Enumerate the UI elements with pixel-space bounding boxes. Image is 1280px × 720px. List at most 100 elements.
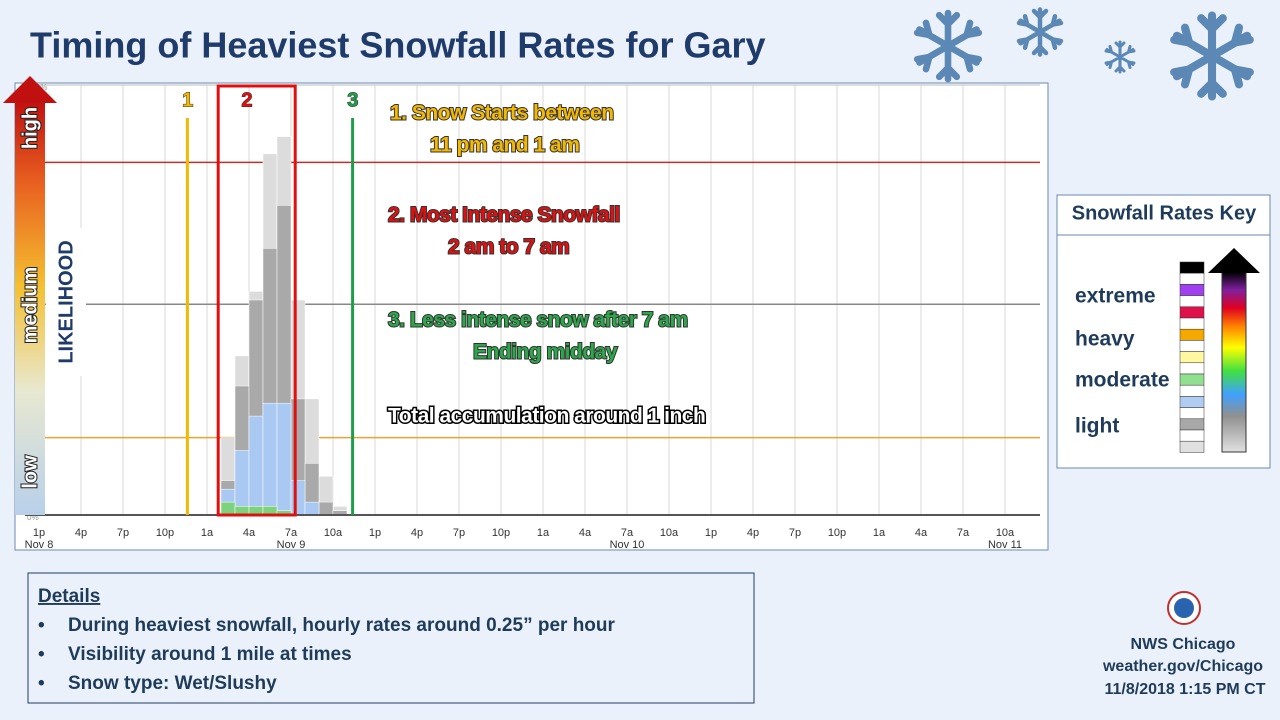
key-swatch bbox=[1179, 340, 1205, 352]
bullet: • bbox=[38, 644, 45, 665]
x-tick-label: 1a bbox=[201, 527, 214, 539]
x-tick-label: 4p bbox=[75, 527, 87, 539]
key-title: Snowfall Rates Key bbox=[1072, 202, 1257, 224]
x-tick-label: 10p bbox=[492, 527, 510, 539]
x-date-label: Nov 8 bbox=[25, 539, 54, 551]
details-item: During heaviest snowfall, hourly rates a… bbox=[68, 615, 616, 636]
x-tick-label: 4p bbox=[411, 527, 423, 539]
bullet: • bbox=[38, 673, 45, 694]
key-swatch bbox=[1179, 396, 1205, 408]
bar bbox=[220, 501, 236, 516]
annotation: Ending midday bbox=[473, 341, 618, 364]
x-tick-label: 10a bbox=[660, 527, 679, 539]
bar bbox=[262, 402, 278, 516]
likelihood-low: low bbox=[19, 455, 41, 489]
key-label: heavy bbox=[1075, 328, 1135, 351]
bar bbox=[276, 402, 292, 516]
bullet: • bbox=[38, 615, 45, 636]
x-date-label: Nov 11 bbox=[988, 539, 1022, 551]
annotation: 3. Less intense snow after 7 am bbox=[388, 309, 688, 332]
key-swatch bbox=[1179, 373, 1205, 386]
box-label: 2 bbox=[241, 89, 252, 111]
marker-label: 1 bbox=[182, 89, 193, 111]
key-swatch bbox=[1179, 418, 1205, 431]
annotation: 1. Snow Starts between bbox=[390, 102, 614, 125]
bar bbox=[248, 415, 264, 516]
footer: weather.gov/Chicago bbox=[1102, 658, 1263, 675]
y-tick-label: 0% bbox=[27, 513, 39, 522]
key-swatch bbox=[1179, 284, 1205, 296]
key-arrow bbox=[1208, 248, 1260, 273]
key-swatch bbox=[1179, 362, 1205, 375]
x-date-label: Nov 9 bbox=[277, 539, 306, 551]
snowflake bbox=[1019, 10, 1061, 55]
x-tick-label: 4p bbox=[747, 527, 759, 539]
annotations: 1. Snow Starts between 11 pm and 1 am 2.… bbox=[387, 101, 708, 430]
x-tick-label: 1p bbox=[369, 527, 381, 539]
key-gradient bbox=[1221, 271, 1247, 453]
annotation: 2. Most Intense Snowfall bbox=[388, 204, 620, 227]
key-label: moderate bbox=[1075, 369, 1170, 392]
x-tick-label: 4a bbox=[915, 527, 928, 539]
marker-label: 3 bbox=[347, 89, 358, 111]
plot: 1p 4p 7p 10p 1a 4a 7a 10a 1p 4p 7p 10p 1a 4a 7a 10a 1p 4p… bbox=[25, 83, 1040, 551]
key-swatch bbox=[1179, 272, 1205, 285]
details-box bbox=[27, 572, 755, 704]
x-tick-label: 1p bbox=[33, 527, 45, 539]
bar bbox=[304, 501, 320, 516]
annotation: 2 am to 7 am bbox=[448, 236, 569, 259]
footer: 11/8/2018 1:15 PM CT bbox=[1105, 681, 1266, 698]
x-tick-label: 7a bbox=[621, 527, 634, 539]
x-tick-label: 10a bbox=[996, 527, 1015, 539]
highlight-box bbox=[216, 84, 297, 517]
x-date-label: Nov 10 bbox=[610, 539, 645, 551]
likelihood-arrow bbox=[3, 76, 57, 103]
likelihood-high: high bbox=[19, 107, 41, 149]
bar bbox=[318, 501, 334, 516]
x-tick-label: 10p bbox=[156, 527, 174, 539]
x-tick-label: 10p bbox=[828, 527, 846, 539]
key-swatches bbox=[1179, 261, 1205, 453]
key-swatch bbox=[1179, 384, 1205, 397]
key-label: extreme bbox=[1075, 285, 1156, 308]
key-swatch bbox=[1179, 261, 1205, 274]
details-item: Visibility around 1 mile at times bbox=[68, 644, 352, 665]
key-swatch bbox=[1179, 306, 1205, 319]
snowflake bbox=[1104, 40, 1136, 74]
annotation: 11 pm and 1 am bbox=[430, 134, 579, 157]
likelihood-bar bbox=[15, 100, 45, 515]
x-tick-label: 1a bbox=[873, 527, 886, 539]
x-tick-label: 4a bbox=[243, 527, 256, 539]
likelihood-medium: medium bbox=[19, 267, 41, 344]
snowflake bbox=[1174, 15, 1250, 96]
key-swatch bbox=[1179, 429, 1205, 442]
key-swatch bbox=[1179, 440, 1205, 453]
x-tick-label: 4a bbox=[579, 527, 592, 539]
key-swatch bbox=[1179, 351, 1205, 364]
annotation: Total accumulation around 1 inch bbox=[388, 405, 705, 428]
likelihood-box bbox=[46, 228, 86, 376]
x-tick-label: 7a bbox=[285, 527, 298, 539]
key-swatch bbox=[1179, 328, 1205, 341]
key-label: light bbox=[1075, 415, 1119, 438]
key-swatch bbox=[1179, 407, 1205, 420]
bar bbox=[234, 450, 250, 516]
x-tick-label: 10a bbox=[324, 527, 343, 539]
details-title: Details bbox=[38, 586, 100, 607]
x-tick-label: 7p bbox=[117, 527, 129, 539]
key-swatch bbox=[1179, 295, 1205, 308]
x-tick-label: 7p bbox=[789, 527, 801, 539]
title: Timing of Heaviest Snowfall Rates for Ga… bbox=[30, 25, 766, 66]
x-tick-label: 7p bbox=[453, 527, 465, 539]
details-item: Snow type: Wet/Slushy bbox=[68, 673, 277, 694]
snowflake bbox=[917, 13, 979, 79]
key-swatch bbox=[1179, 317, 1205, 330]
bar bbox=[290, 480, 306, 516]
nws-logo-inner bbox=[1174, 598, 1194, 618]
x-tick-label: 1p bbox=[705, 527, 717, 539]
footer: NWS Chicago bbox=[1131, 636, 1236, 653]
x-tick-label: 7a bbox=[957, 527, 970, 539]
likelihood-axis: LIKELIHOOD bbox=[55, 240, 77, 363]
